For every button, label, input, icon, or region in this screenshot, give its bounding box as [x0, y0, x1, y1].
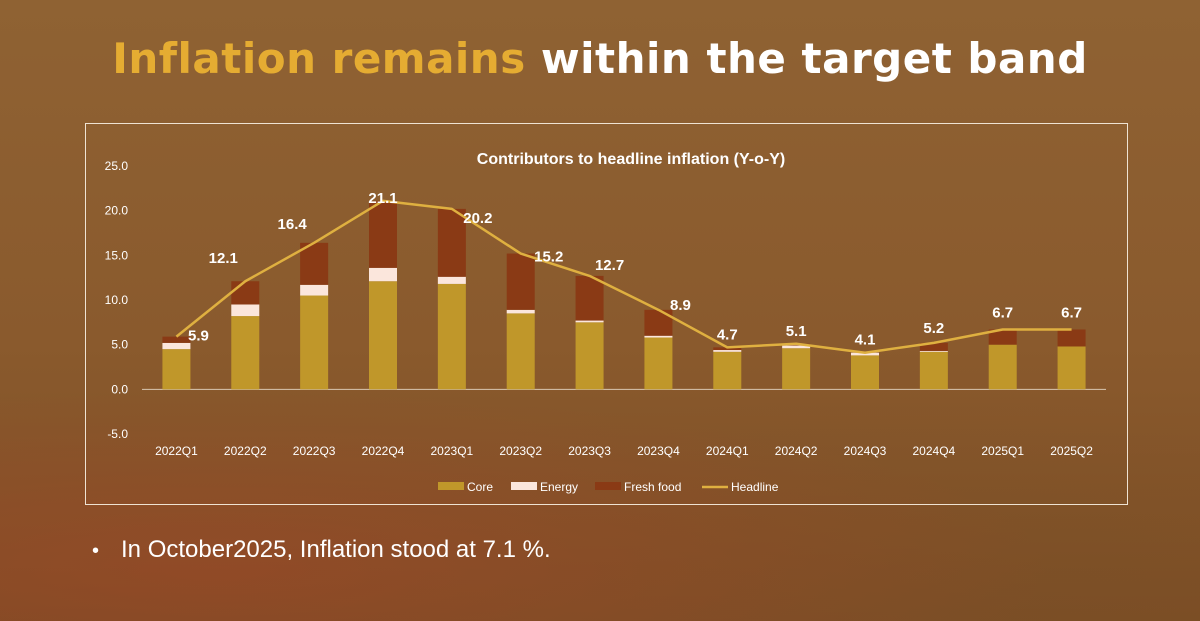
data-label: 4.1 — [855, 332, 876, 349]
bar-fresh-food — [988, 329, 1017, 345]
legend-label: Headline — [731, 480, 779, 494]
slide-title: Inflation remains within the target band — [0, 34, 1200, 83]
bar-fresh-food — [644, 309, 673, 336]
legend-label: Core — [467, 480, 493, 494]
x-tick-label: 2025Q1 — [981, 444, 1024, 458]
bar-energy — [506, 309, 535, 314]
bar-energy — [369, 267, 397, 282]
bar-core — [231, 316, 260, 390]
inflation-chart: Contributors to headline inflation (Y-o-… — [105, 151, 1106, 494]
data-label: 5.9 — [188, 328, 209, 345]
chart-title: Contributors to headline inflation (Y-o-… — [477, 151, 785, 168]
title-rest: within the target band — [540, 34, 1088, 83]
bar-core — [437, 283, 466, 390]
bar-core — [369, 281, 397, 390]
data-label: 12.7 — [595, 257, 624, 274]
bullet-text: In October2025, Inflation stood at 7.1 %… — [121, 536, 551, 563]
x-tick-label: 2024Q1 — [706, 444, 749, 458]
bar-energy — [300, 284, 329, 296]
bar-energy — [851, 352, 879, 356]
bar-fresh-food — [506, 253, 535, 310]
bar-fresh-food — [231, 281, 260, 305]
headline-line — [175, 199, 1072, 354]
bar-fresh-food — [162, 336, 191, 343]
bar-fresh-food — [300, 242, 329, 285]
background-photo-overlay — [0, 360, 1200, 621]
data-label: 20.2 — [463, 210, 492, 227]
bar-fresh-food — [1057, 329, 1086, 347]
bar-core — [1057, 346, 1086, 390]
bar-energy — [162, 342, 191, 350]
bar-core — [851, 355, 879, 390]
x-tick-label: 2024Q4 — [913, 444, 956, 458]
bar-energy — [231, 304, 260, 317]
bar-core — [782, 348, 811, 390]
x-tick-label: 2023Q3 — [568, 444, 611, 458]
x-tick-label: 2022Q1 — [155, 444, 198, 458]
x-tick-label: 2022Q2 — [224, 444, 267, 458]
data-label: 6.7 — [992, 304, 1013, 321]
bar-core — [506, 313, 535, 390]
x-tick-label: 2024Q3 — [844, 444, 887, 458]
y-tick-label: 25.0 — [105, 159, 129, 173]
x-tick-label: 2023Q4 — [637, 444, 680, 458]
legend-swatch — [438, 482, 464, 490]
bar-core — [575, 322, 604, 390]
y-tick-label: -5.0 — [107, 427, 128, 441]
data-label: 8.9 — [670, 297, 691, 314]
bar-energy — [644, 335, 673, 338]
bar-energy — [713, 350, 742, 352]
x-tick-label: 2022Q4 — [362, 444, 405, 458]
bar-fresh-food — [437, 208, 466, 277]
chart-panel: Contributors to headline inflation (Y-o-… — [85, 123, 1128, 505]
bar-energy — [575, 320, 604, 323]
x-tick-label: 2023Q2 — [499, 444, 542, 458]
x-tick-label: 2024Q2 — [775, 444, 818, 458]
data-label: 5.1 — [786, 323, 807, 340]
bar-energy — [919, 350, 948, 352]
y-tick-label: 15.0 — [105, 248, 129, 262]
y-tick-label: 5.0 — [111, 338, 128, 352]
x-tick-label: 2023Q1 — [431, 444, 474, 458]
x-tick-label: 2022Q3 — [293, 444, 336, 458]
bar-energy — [782, 345, 811, 349]
data-label: 15.2 — [534, 249, 563, 266]
y-tick-label: 0.0 — [111, 382, 128, 396]
bar-fresh-food — [919, 342, 948, 351]
data-label: 5.2 — [923, 320, 944, 337]
title-highlight: Inflation remains — [112, 34, 526, 83]
bar-core — [919, 351, 948, 390]
legend-label: Energy — [540, 480, 578, 494]
bar-fresh-food — [575, 275, 604, 321]
bar-energy — [437, 276, 466, 284]
data-label: 4.7 — [717, 326, 738, 343]
bullet-dot-icon: • — [92, 540, 100, 562]
data-label: 21.1 — [368, 190, 397, 207]
data-label: 6.7 — [1061, 304, 1082, 321]
bar-core — [713, 351, 742, 390]
bar-core — [644, 337, 673, 390]
data-label: 16.4 — [278, 216, 308, 233]
data-label: 12.1 — [209, 250, 238, 267]
y-tick-label: 10.0 — [105, 293, 129, 307]
bar-core — [162, 349, 191, 390]
x-tick-label: 2025Q2 — [1050, 444, 1093, 458]
bar-core — [988, 344, 1017, 390]
legend-swatch — [595, 482, 621, 490]
legend-swatch — [511, 482, 537, 490]
legend-label: Fresh food — [624, 480, 681, 494]
y-tick-label: 20.0 — [105, 204, 129, 218]
bullet-point: • In October2025, Inflation stood at 7.1 … — [92, 536, 551, 564]
bar-core — [300, 295, 329, 390]
bar-fresh-food — [713, 347, 742, 351]
bar-fresh-food — [369, 200, 397, 268]
